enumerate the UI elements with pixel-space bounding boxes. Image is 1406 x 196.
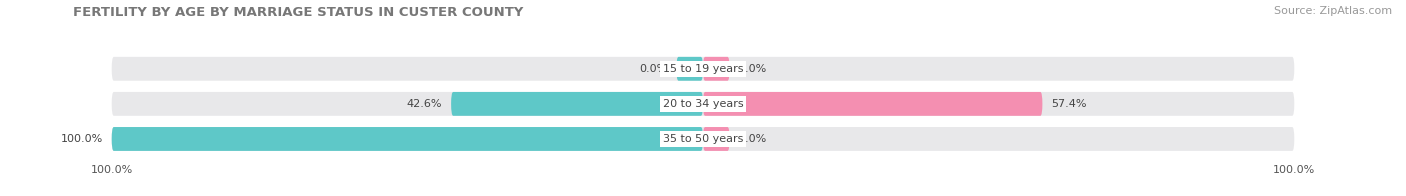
Legend: Married, Unmarried: Married, Unmarried bbox=[626, 191, 780, 196]
Text: 0.0%: 0.0% bbox=[738, 134, 766, 144]
Text: FERTILITY BY AGE BY MARRIAGE STATUS IN CUSTER COUNTY: FERTILITY BY AGE BY MARRIAGE STATUS IN C… bbox=[73, 6, 523, 19]
FancyBboxPatch shape bbox=[703, 92, 1042, 116]
Text: 35 to 50 years: 35 to 50 years bbox=[662, 134, 744, 144]
FancyBboxPatch shape bbox=[676, 57, 703, 81]
Text: 42.6%: 42.6% bbox=[406, 99, 443, 109]
FancyBboxPatch shape bbox=[111, 127, 703, 151]
FancyBboxPatch shape bbox=[111, 57, 1295, 81]
Text: Source: ZipAtlas.com: Source: ZipAtlas.com bbox=[1274, 6, 1392, 16]
Text: 57.4%: 57.4% bbox=[1052, 99, 1087, 109]
Text: 15 to 19 years: 15 to 19 years bbox=[662, 64, 744, 74]
FancyBboxPatch shape bbox=[451, 92, 703, 116]
Text: 20 to 34 years: 20 to 34 years bbox=[662, 99, 744, 109]
FancyBboxPatch shape bbox=[703, 127, 730, 151]
FancyBboxPatch shape bbox=[111, 92, 1295, 116]
Text: 0.0%: 0.0% bbox=[640, 64, 668, 74]
FancyBboxPatch shape bbox=[703, 57, 730, 81]
Text: 0.0%: 0.0% bbox=[738, 64, 766, 74]
FancyBboxPatch shape bbox=[111, 127, 1295, 151]
Text: 100.0%: 100.0% bbox=[60, 134, 103, 144]
